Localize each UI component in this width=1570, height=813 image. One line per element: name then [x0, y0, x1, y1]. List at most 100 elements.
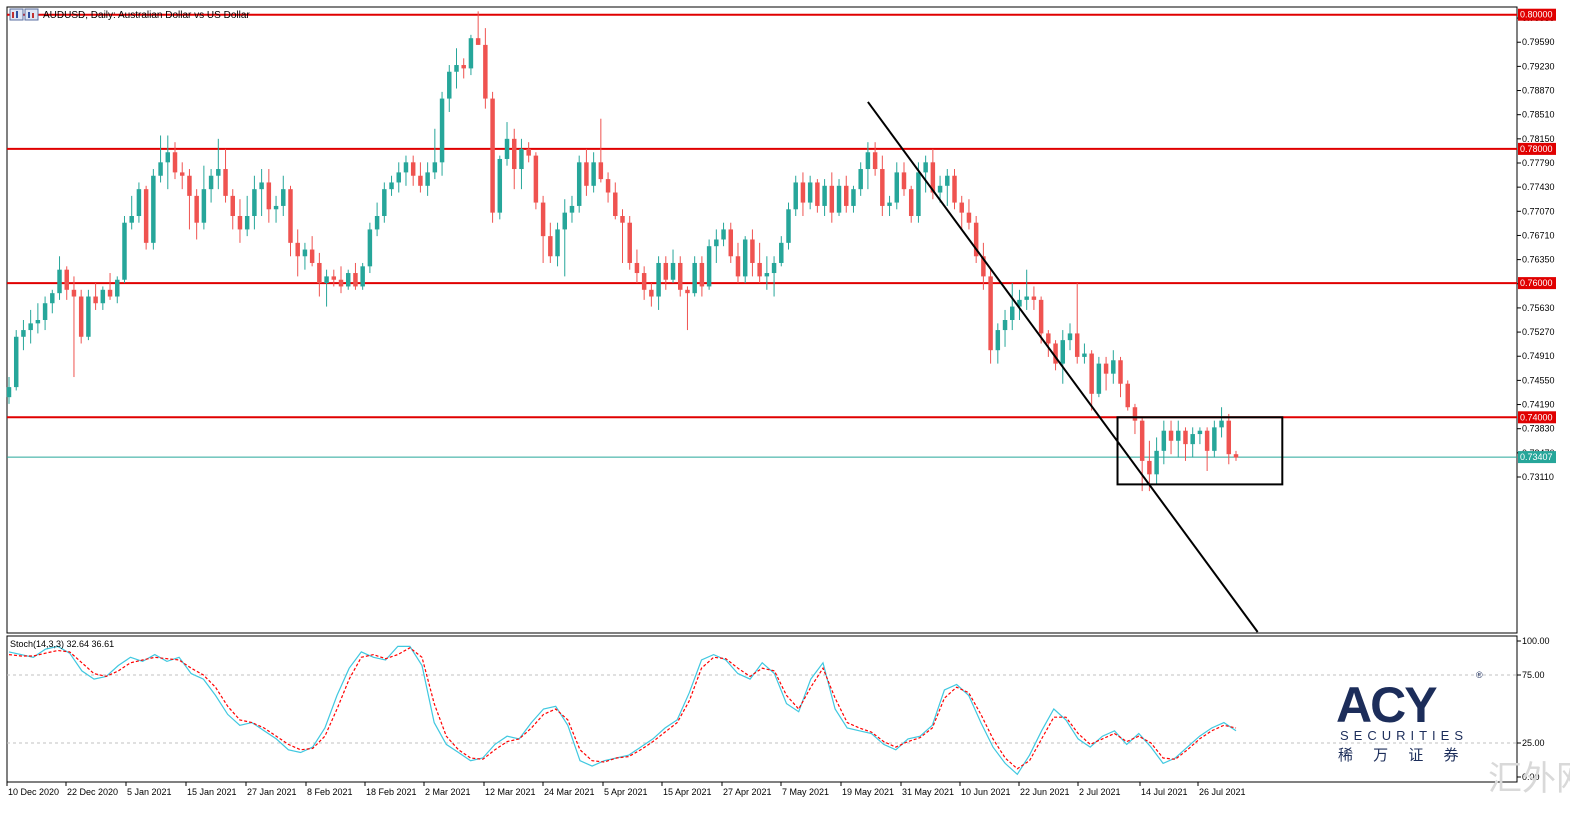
candle: [1154, 437, 1159, 485]
candle: [13, 330, 19, 391]
candle-body: [1154, 450, 1159, 475]
candle: [793, 175, 798, 216]
candle-body: [490, 98, 495, 213]
candle-body: [122, 222, 127, 280]
candle-body: [995, 330, 1001, 351]
candle: [244, 195, 250, 237]
candle: [208, 169, 214, 203]
candle: [432, 128, 438, 180]
candle: [237, 199, 243, 243]
candle: [1038, 296, 1044, 344]
candle-body: [1031, 296, 1037, 300]
x-tick-label: 15 Jan 2021: [187, 787, 237, 797]
candle-body: [454, 65, 459, 72]
x-tick-label: 10 Jun 2021: [961, 787, 1011, 797]
candle-body: [1038, 299, 1044, 334]
candle-body: [548, 236, 553, 257]
candle-body: [468, 38, 474, 69]
candle-body: [439, 98, 445, 163]
candle-body: [807, 182, 813, 203]
candle-body: [64, 269, 69, 290]
candle-body: [706, 246, 712, 287]
candle-body: [1168, 430, 1174, 441]
candle: [302, 242, 308, 270]
candle-body: [757, 262, 762, 277]
x-tick-label: 10 Dec 2020: [8, 787, 59, 797]
candle: [1168, 420, 1174, 455]
descending-trendline[interactable]: [867, 101, 1259, 633]
candle: [605, 172, 611, 203]
candle-body: [685, 289, 690, 294]
candle-body: [93, 296, 98, 304]
candle: [1089, 350, 1094, 411]
candle-body: [908, 189, 914, 216]
candle-body: [511, 138, 517, 170]
candle-body: [865, 152, 871, 170]
y-tick-label: 0.76710: [1522, 230, 1555, 240]
x-tick-label: 7 May 2021: [782, 787, 829, 797]
x-tick-label: 2 Mar 2021: [425, 787, 471, 797]
candle: [1212, 420, 1217, 458]
candle: [1002, 309, 1008, 347]
candle-body: [1074, 333, 1080, 357]
candle: [901, 162, 907, 196]
candle-body: [389, 182, 394, 190]
candle: [143, 185, 149, 250]
candle: [461, 58, 466, 79]
candle: [107, 273, 113, 300]
y-tick-label: 0.77790: [1522, 158, 1555, 168]
candle: [1111, 350, 1116, 384]
candle: [613, 182, 618, 220]
candle-body: [1002, 320, 1008, 331]
candle: [360, 262, 365, 290]
y-tick-label: 0.76350: [1522, 255, 1555, 265]
candle-body: [1219, 420, 1224, 428]
candle: [1139, 417, 1145, 492]
candle: [1219, 407, 1224, 438]
x-tick-label: 24 Mar 2021: [544, 787, 595, 797]
stoch-signal-line: [8, 647, 1237, 770]
candle-body: [360, 266, 365, 287]
x-tick-label: 22 Dec 2020: [67, 787, 118, 797]
candle: [627, 216, 632, 270]
candle-body: [692, 262, 697, 294]
candle: [1161, 420, 1167, 465]
candle-body: [374, 216, 380, 230]
candle: [829, 172, 835, 223]
candle-body: [497, 158, 503, 213]
candle: [439, 91, 445, 176]
price-axis: 0.799500.795900.792300.788700.785100.781…: [1517, 8, 1556, 482]
candle: [201, 165, 207, 230]
candle: [179, 162, 185, 190]
candle: [28, 309, 33, 344]
stochastic-panel: 100.00 75.00 25.00 0.00: [7, 636, 1550, 782]
candle: [872, 142, 878, 176]
candle-body: [353, 273, 358, 287]
consolidation-box[interactable]: [1116, 416, 1284, 486]
candle: [649, 283, 654, 307]
candle-body: [988, 276, 993, 351]
candle: [317, 252, 322, 297]
candle: [259, 169, 264, 216]
candle-body: [562, 212, 567, 230]
candle-body: [641, 273, 647, 290]
candle-body: [35, 320, 41, 324]
stoch-label: Stoch(14,3,3) 32.64 36.61: [10, 639, 114, 649]
candle: [57, 256, 62, 300]
candle: [584, 148, 589, 196]
y-tick-label: 0.75270: [1522, 327, 1555, 337]
candle-body: [945, 175, 950, 186]
candle-body: [649, 289, 654, 297]
candle: [620, 209, 625, 263]
level-price-tag: [1518, 142, 1556, 155]
candle: [1053, 340, 1058, 371]
candle-body: [1161, 430, 1167, 451]
candle-body: [1017, 299, 1022, 307]
candle-body: [598, 162, 604, 180]
candle-body: [1010, 306, 1015, 320]
acy-logo-registered: ®: [1476, 670, 1483, 680]
acy-logo-securities: SECURITIES: [1340, 728, 1468, 743]
y-tick-label: 0.73830: [1522, 424, 1555, 434]
candle: [338, 266, 344, 294]
